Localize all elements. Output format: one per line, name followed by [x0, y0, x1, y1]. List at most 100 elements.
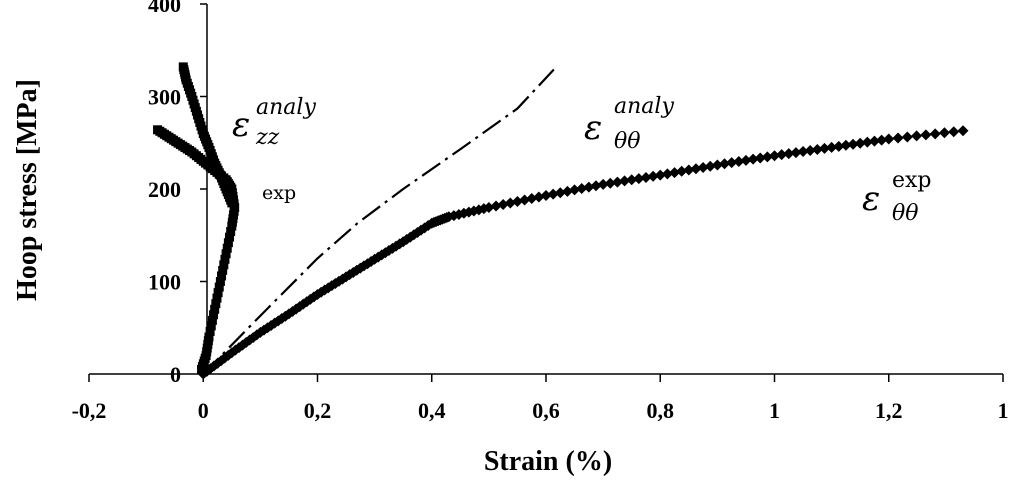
data-point — [576, 183, 588, 195]
x-tick-label: 1 — [998, 398, 1009, 423]
y-tick-label: 100 — [148, 270, 181, 295]
data-point — [217, 271, 227, 281]
data-point — [619, 175, 631, 187]
annotation-ett-analy-sup: analy — [614, 94, 674, 119]
data-point — [626, 174, 638, 186]
annotation-ett-analy-sub: θθ — [614, 129, 641, 154]
data-point — [861, 136, 873, 148]
data-point — [207, 315, 217, 325]
data-point — [611, 176, 623, 188]
annotation-ezz-analy-main: ε — [232, 105, 250, 145]
x-tick-label: 1,2 — [875, 398, 903, 423]
data-point — [211, 299, 221, 309]
series-line-3 — [202, 67, 556, 375]
x-tick-label: -0,2 — [72, 398, 107, 423]
data-point — [213, 288, 223, 298]
data-point — [948, 126, 960, 138]
data-point — [222, 243, 232, 253]
data-point — [740, 154, 752, 166]
data-point — [540, 189, 552, 201]
annotation-ett-exp: ε exp θθ — [862, 168, 932, 226]
data-point — [215, 277, 225, 286]
data-point — [711, 159, 723, 171]
data-point — [604, 177, 616, 189]
data-point — [938, 127, 950, 139]
series-2 — [178, 62, 237, 208]
data-point — [761, 151, 773, 163]
data-point — [697, 161, 709, 173]
data-point — [214, 282, 224, 292]
data-point — [826, 141, 838, 153]
data-point — [369, 253, 381, 265]
data-point — [218, 265, 228, 275]
annotation-ett-exp-sub: θθ — [892, 201, 919, 226]
annotation-ett-exp-main: ε — [862, 179, 880, 219]
x-tick-label: 0,4 — [418, 398, 446, 423]
data-point — [811, 143, 823, 155]
y-axis-title: Hoop stress [MPa] — [12, 79, 43, 301]
data-point — [225, 232, 235, 242]
annotation-ezz-analy-sup: analy — [256, 95, 316, 120]
data-point — [911, 130, 923, 142]
data-point — [733, 155, 745, 167]
data-point — [804, 144, 816, 156]
data-point — [654, 169, 666, 181]
data-point — [683, 164, 695, 176]
x-ticks: -0,2 0 0,2 0,4 0,6 0,8 1 1,2 1 — [72, 374, 1009, 423]
data-point — [206, 321, 216, 331]
data-point — [868, 135, 880, 147]
data-point — [754, 152, 766, 164]
data-point — [569, 184, 581, 196]
data-point — [490, 200, 502, 212]
data-point — [876, 134, 888, 146]
data-point — [661, 168, 673, 180]
data-point — [226, 227, 236, 237]
data-point — [883, 133, 895, 145]
data-point — [583, 181, 595, 193]
data-point — [669, 167, 681, 179]
data-point — [561, 185, 573, 197]
annotation-ezz-exp: exp — [262, 182, 296, 204]
data-point — [726, 157, 738, 169]
y-tick-label: 300 — [148, 85, 181, 110]
data-point — [204, 332, 214, 342]
data-point — [153, 125, 163, 135]
data-point — [223, 238, 233, 248]
annotation-ezz-exp-sup: exp — [262, 182, 296, 204]
data-point — [221, 249, 231, 259]
x-tick-label: 0,2 — [304, 398, 332, 423]
data-point — [526, 192, 538, 204]
data-point — [519, 194, 531, 206]
data-point — [504, 197, 516, 209]
data-point — [533, 191, 545, 203]
y-tick-label: 200 — [148, 177, 181, 202]
data-point — [178, 62, 188, 72]
data-point — [957, 125, 969, 137]
x-tick-label: 1 — [769, 398, 780, 423]
data-point — [929, 128, 941, 140]
x-axis-title: Strain (%) — [484, 446, 612, 477]
data-point — [483, 202, 495, 213]
data-point — [219, 260, 229, 270]
data-point — [220, 254, 230, 264]
annotation-ett-exp-sup: exp — [892, 168, 932, 193]
annotation-ett-analy: ε analy θθ — [584, 94, 674, 154]
data-point — [210, 304, 220, 314]
data-point — [690, 163, 702, 175]
y-tick-label: 400 — [148, 0, 181, 17]
annotation-ezz-analy-sub: zz — [255, 125, 280, 150]
data-point — [833, 140, 845, 152]
data-point — [704, 160, 716, 172]
data-point — [901, 131, 913, 143]
series-3 — [202, 67, 556, 375]
y-ticks: 0 100 200 300 400 — [148, 0, 207, 387]
x-tick-label: 0,8 — [647, 398, 675, 423]
x-tick-label: 0,6 — [532, 398, 560, 423]
data-point — [597, 178, 609, 190]
data-point — [647, 170, 659, 182]
data-point — [854, 137, 866, 149]
data-point — [783, 148, 795, 160]
data-point — [511, 195, 523, 207]
data-point — [212, 293, 222, 303]
